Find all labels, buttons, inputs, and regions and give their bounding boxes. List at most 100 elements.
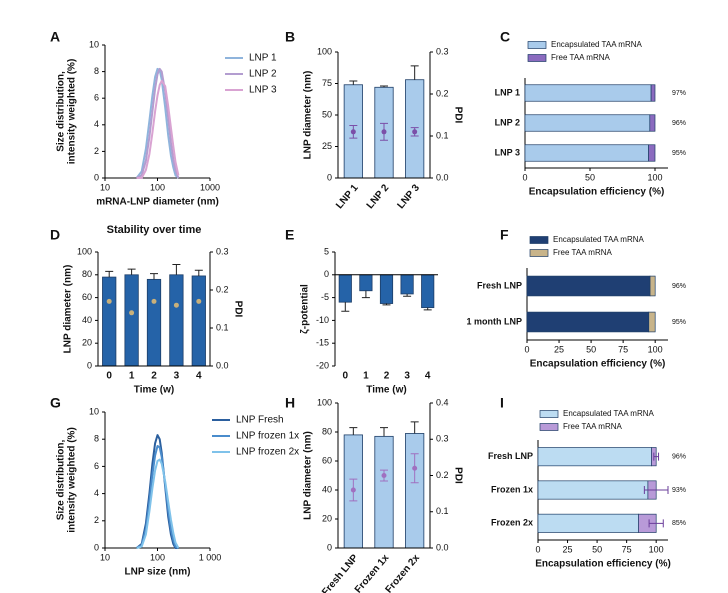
tick-label: 0.1 <box>216 322 229 332</box>
y-tick-label: Fresh LNP <box>488 451 533 461</box>
tick-label: 0 <box>327 542 332 552</box>
error-bar <box>150 273 158 280</box>
tick-label: 25 <box>563 544 573 554</box>
tick-label: 100 <box>647 172 662 182</box>
legend-label: Encapsulated TAA mRNA <box>551 40 643 49</box>
error-bar <box>349 478 358 502</box>
tick-label: 0.0 <box>436 542 449 552</box>
series-line <box>136 458 180 549</box>
value-label: 95% <box>672 150 686 157</box>
x-tick-label: 1 <box>129 371 135 382</box>
x-tick-label: LNP 1 <box>334 182 361 211</box>
tick-label: 75 <box>322 78 332 88</box>
tick-label: 0.2 <box>436 88 449 98</box>
y-tick-label: LNP 2 <box>495 117 520 127</box>
tick-label: 80 <box>322 426 332 436</box>
y-tick-label: Fresh LNP <box>477 280 522 290</box>
tick-label: 8 <box>94 66 99 76</box>
y-tick-label: LNP 3 <box>495 147 520 157</box>
x-tick-label: 4 <box>425 371 431 382</box>
value-label: 96% <box>672 120 686 127</box>
tick-label: 100 <box>150 182 165 192</box>
tick-label: 6 <box>94 461 99 471</box>
x-axis-label: mRNA-LNP diameter (nm) <box>96 197 219 208</box>
chart-title: Stability over time <box>107 224 202 236</box>
bar <box>102 276 117 367</box>
panel-label: F <box>500 227 509 243</box>
bar-segment <box>648 144 656 162</box>
legend-label: Free TAA mRNA <box>563 422 622 431</box>
tick-label: 60 <box>82 292 92 302</box>
y-axis-label: LNP diameter (nm) <box>63 265 74 354</box>
tick-label: 25 <box>554 344 564 354</box>
tick-label: 5 <box>324 246 329 256</box>
legend-label: Free TAA mRNA <box>553 248 612 257</box>
tick-label: 50 <box>586 344 596 354</box>
tick-label: 40 <box>322 484 332 494</box>
legend-label: LNP Fresh <box>236 415 284 426</box>
legend-label: LNP 3 <box>249 85 277 96</box>
legend-label: LNP frozen 2x <box>236 447 299 458</box>
y-axis-label: intensity weighted (%) <box>67 427 78 533</box>
legend-label: LNP frozen 1x <box>236 431 299 442</box>
series-line <box>136 445 179 549</box>
tick-label: 0.2 <box>436 470 449 480</box>
x-tick-label: 0 <box>343 371 349 382</box>
error-bar <box>410 127 419 137</box>
tick-label: -5 <box>321 292 329 302</box>
error-bar <box>349 80 358 85</box>
bar-segment <box>649 114 656 132</box>
bar <box>124 274 139 367</box>
bar-segment <box>537 480 649 500</box>
error-bar <box>349 125 358 139</box>
y2-axis-label: PDI <box>232 301 243 318</box>
panel-label: A <box>50 29 60 45</box>
tick-label: 2 <box>94 515 99 525</box>
tick-label: -20 <box>316 360 329 370</box>
error-bar <box>653 452 660 461</box>
panel-label: G <box>50 395 61 411</box>
tick-label: 50 <box>322 109 332 119</box>
y-axis-label: LNP diameter (nm) <box>303 71 314 160</box>
legend-swatch <box>527 54 547 62</box>
tick-label: 0.1 <box>436 130 449 140</box>
tick-label: 6 <box>94 93 99 103</box>
panel-label: H <box>285 395 295 411</box>
bar <box>338 274 352 303</box>
legend-swatch <box>529 249 549 257</box>
series-line <box>136 79 180 179</box>
error-bar <box>380 85 388 88</box>
error-bar <box>341 302 350 312</box>
error-bar <box>382 303 391 306</box>
tick-label: -15 <box>316 338 329 348</box>
bar-segment <box>537 447 652 467</box>
error-bar <box>380 122 388 141</box>
x-axis-label: Time (w) <box>134 385 174 396</box>
bar <box>359 274 373 292</box>
tick-label: 100 <box>77 246 92 256</box>
bar-segment <box>524 144 649 162</box>
x-tick-label: LNP 3 <box>395 182 422 211</box>
x-tick-label: 4 <box>196 371 202 382</box>
y-tick-label: Frozen 1x <box>491 484 533 494</box>
tick-label: 100 <box>150 552 165 562</box>
tick-label: 0 <box>535 544 540 554</box>
tick-label: 0 <box>94 172 99 182</box>
tick-label: 20 <box>82 338 92 348</box>
error-bar <box>380 427 388 437</box>
error-bar <box>648 519 664 528</box>
bar-segment <box>526 311 650 333</box>
tick-label: 0.3 <box>216 246 229 256</box>
tick-label: 1000 <box>200 182 220 192</box>
tick-label: 100 <box>649 544 664 554</box>
tick-label: 75 <box>622 544 632 554</box>
pdi-marker <box>151 298 157 304</box>
value-label: 93% <box>672 487 686 494</box>
value-label: 85% <box>672 520 686 527</box>
panel-label: B <box>285 29 295 45</box>
tick-label: -10 <box>316 315 329 325</box>
y-axis-label: ζ-potential <box>300 284 311 334</box>
legend-label: LNP 2 <box>249 69 277 80</box>
panel-label: C <box>500 29 510 45</box>
error-bar <box>410 65 419 80</box>
